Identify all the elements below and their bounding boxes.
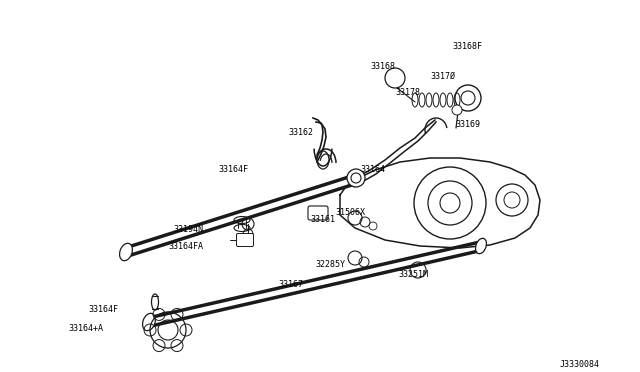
Circle shape [347, 169, 365, 187]
Text: 33178: 33178 [395, 88, 420, 97]
Ellipse shape [476, 238, 486, 254]
Text: 33164F: 33164F [88, 305, 118, 314]
Text: 33251M: 33251M [398, 270, 428, 279]
FancyBboxPatch shape [237, 234, 253, 247]
Text: 31506X: 31506X [335, 208, 365, 217]
Text: 33194N: 33194N [173, 225, 203, 234]
Text: 33161: 33161 [310, 215, 335, 224]
Text: 33167: 33167 [278, 280, 303, 289]
Text: 33168F: 33168F [452, 42, 482, 51]
Text: 32285Y: 32285Y [315, 260, 345, 269]
Ellipse shape [143, 313, 156, 331]
Circle shape [351, 173, 361, 183]
Text: J3330084: J3330084 [560, 360, 600, 369]
Text: 33164: 33164 [360, 165, 385, 174]
Circle shape [452, 105, 462, 115]
Text: 33169: 33169 [455, 120, 480, 129]
Text: 33162: 33162 [288, 128, 313, 137]
Text: 33164FA: 33164FA [168, 242, 203, 251]
Ellipse shape [351, 171, 362, 187]
FancyBboxPatch shape [308, 206, 328, 220]
Text: 33164+A: 33164+A [68, 324, 103, 333]
Text: 33168: 33168 [370, 62, 395, 71]
Text: 33164F: 33164F [218, 165, 248, 174]
Ellipse shape [120, 243, 132, 261]
Circle shape [440, 193, 460, 213]
Text: 3317Ø: 3317Ø [430, 72, 455, 81]
